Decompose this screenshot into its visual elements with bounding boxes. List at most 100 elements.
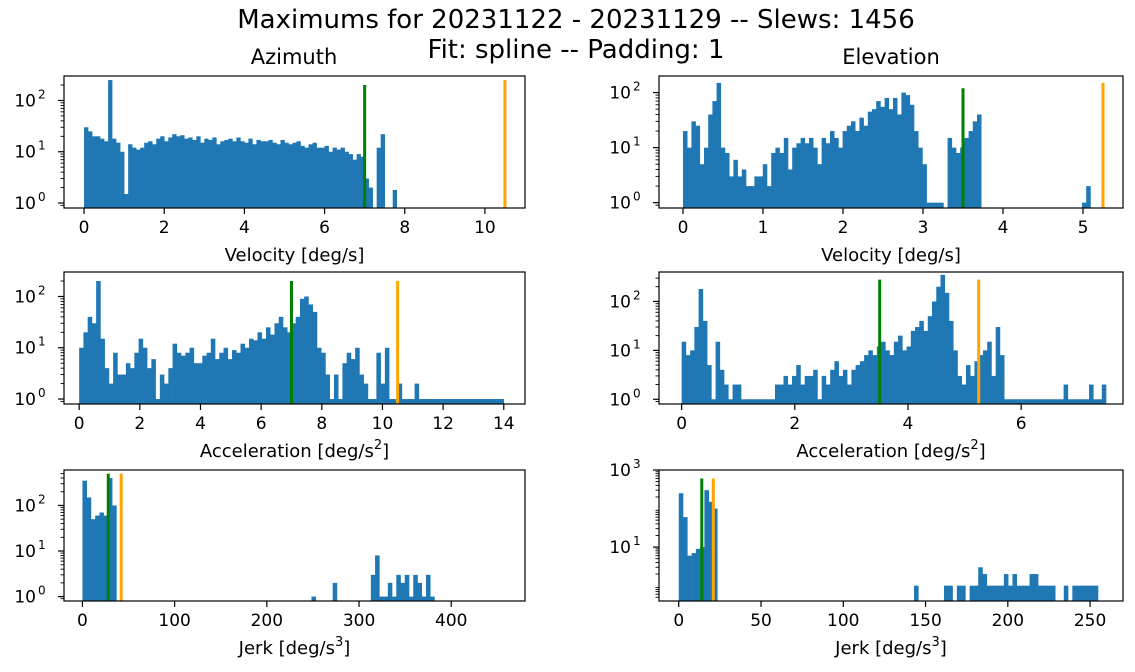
bar <box>694 327 699 404</box>
bar <box>813 147 818 208</box>
bar <box>274 323 280 404</box>
bar <box>1093 399 1098 404</box>
bar <box>278 316 284 404</box>
bar <box>1059 399 1064 404</box>
bar <box>817 164 822 208</box>
bar <box>332 147 337 208</box>
bar <box>936 286 941 404</box>
bar <box>940 274 946 404</box>
bar <box>130 368 135 404</box>
bar <box>147 368 152 404</box>
y-tick-label: 10 <box>14 542 36 562</box>
y-tick-exponent: 1 <box>38 335 46 349</box>
bar <box>691 553 697 601</box>
axes-frame <box>63 271 526 405</box>
bar <box>987 341 992 404</box>
bar <box>914 585 919 601</box>
bar <box>851 121 856 208</box>
bar <box>863 125 869 208</box>
bar <box>956 152 961 208</box>
bar <box>252 144 257 208</box>
bar <box>410 399 415 404</box>
bar <box>791 375 797 404</box>
bar <box>691 121 696 208</box>
bar <box>1101 384 1107 404</box>
bar <box>348 154 353 208</box>
bar <box>184 138 189 208</box>
bar <box>715 341 721 404</box>
bar <box>927 316 933 404</box>
bar <box>897 114 902 208</box>
bar <box>202 355 207 404</box>
bar <box>107 478 113 601</box>
x-tick-label: 400 <box>435 611 467 631</box>
bar <box>168 137 173 208</box>
bar <box>240 343 246 404</box>
bar <box>949 320 954 404</box>
bar <box>720 147 726 208</box>
bar <box>296 141 301 208</box>
bar <box>352 159 357 208</box>
bar <box>830 369 835 404</box>
bar <box>804 375 810 404</box>
bar <box>901 92 906 208</box>
bar <box>712 101 717 208</box>
bar <box>346 352 352 404</box>
x-tick-label: 100 <box>827 611 859 631</box>
bar <box>909 104 915 208</box>
bar <box>113 352 118 404</box>
column-title-elevation: Elevation <box>842 45 940 69</box>
bar <box>457 399 462 404</box>
bar <box>90 519 96 601</box>
bar <box>838 375 844 404</box>
bar <box>268 139 273 208</box>
bar <box>469 399 475 404</box>
bar <box>687 555 692 601</box>
y-tick-exponent: 0 <box>633 386 641 400</box>
bar <box>1042 399 1047 404</box>
bar <box>88 131 93 208</box>
bar <box>893 97 898 208</box>
bar <box>364 178 369 208</box>
bar <box>681 341 687 404</box>
x-tick-label: 14 <box>493 414 515 434</box>
bar <box>276 144 281 208</box>
bar <box>775 384 780 404</box>
bar <box>383 596 389 601</box>
bar <box>180 135 185 208</box>
bar <box>1082 202 1087 208</box>
bar <box>336 149 341 208</box>
bar <box>359 374 364 404</box>
bar <box>99 512 104 601</box>
bar <box>957 375 963 404</box>
bar <box>316 347 322 404</box>
bar <box>134 352 139 404</box>
bar <box>397 383 403 404</box>
bar <box>961 585 966 601</box>
bar <box>919 320 924 404</box>
bar <box>922 164 927 208</box>
x-tick-label: 50 <box>750 611 772 631</box>
bar <box>253 340 258 404</box>
bar <box>260 141 265 208</box>
bar <box>695 125 701 208</box>
bar <box>678 493 684 601</box>
bar <box>430 596 435 601</box>
bar <box>321 352 326 404</box>
bar <box>404 574 410 601</box>
bar <box>1008 585 1013 601</box>
bar <box>212 137 217 208</box>
bar <box>1086 186 1091 208</box>
bar <box>974 361 979 404</box>
bar <box>758 176 764 208</box>
bar <box>413 574 418 601</box>
bar <box>338 399 343 404</box>
bar <box>92 136 97 208</box>
bar <box>244 142 249 208</box>
x-tick-label: 0 <box>77 611 88 631</box>
bar <box>972 121 978 208</box>
bar <box>392 596 397 601</box>
bar <box>932 301 937 404</box>
